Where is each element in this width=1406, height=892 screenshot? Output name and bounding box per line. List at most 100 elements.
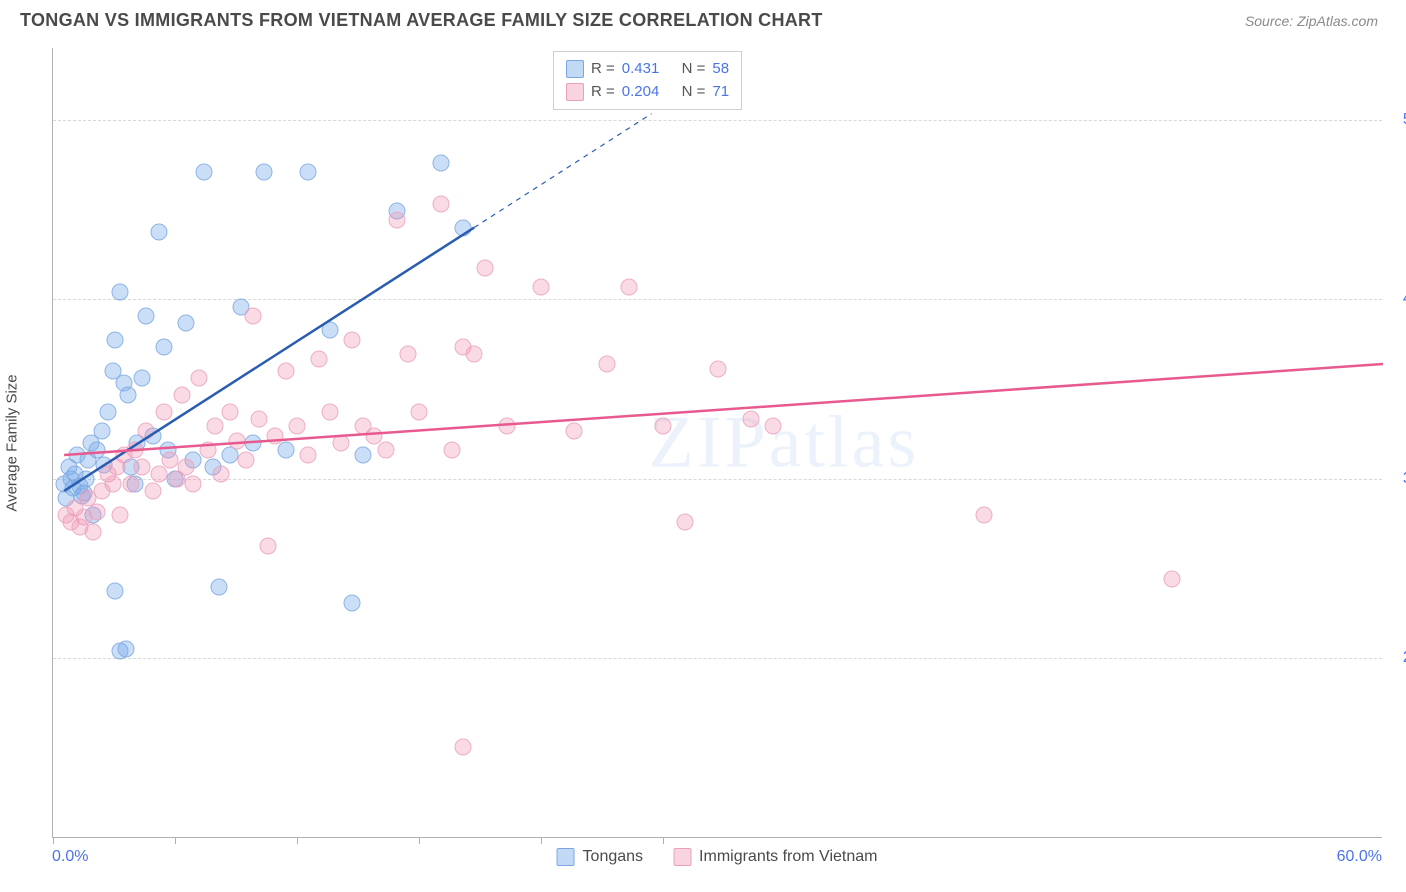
y-tick-label: 4.25	[1388, 290, 1406, 308]
scatter-point	[277, 363, 294, 380]
y-tick-label: 3.50	[1388, 470, 1406, 488]
scatter-point	[151, 466, 168, 483]
scatter-point	[255, 164, 272, 181]
scatter-point	[211, 578, 228, 595]
scatter-point	[466, 346, 483, 363]
scatter-point	[322, 403, 339, 420]
plot-area: ZIPatlas 2.753.504.255.00R = 0.431 N = 5…	[52, 48, 1382, 838]
correlation-box: R = 0.431 N = 58R = 0.204 N = 71	[553, 51, 742, 110]
scatter-point	[111, 506, 128, 523]
scatter-point	[344, 332, 361, 349]
scatter-point	[765, 418, 782, 435]
scatter-point	[78, 470, 95, 487]
scatter-point	[288, 418, 305, 435]
scatter-point	[178, 315, 195, 332]
series-swatch	[673, 848, 691, 866]
scatter-point	[155, 403, 172, 420]
scatter-point	[107, 583, 124, 600]
scatter-point	[260, 537, 277, 554]
scatter-point	[120, 387, 137, 404]
chart-title: TONGAN VS IMMIGRANTS FROM VIETNAM AVERAG…	[20, 10, 823, 31]
scatter-point	[195, 164, 212, 181]
x-axis-min-label: 0.0%	[52, 848, 88, 866]
scatter-point	[299, 164, 316, 181]
scatter-point	[344, 595, 361, 612]
chart-source: Source: ZipAtlas.com	[1245, 13, 1378, 29]
scatter-point	[144, 482, 161, 499]
scatter-point	[499, 418, 516, 435]
scatter-point	[104, 475, 121, 492]
scatter-point	[532, 279, 549, 296]
scatter-point	[399, 346, 416, 363]
x-axis-max-label: 60.0%	[1337, 848, 1382, 866]
correlation-row: R = 0.204 N = 71	[566, 80, 729, 103]
chart-container: ZIPatlas 2.753.504.255.00R = 0.431 N = 5…	[52, 48, 1382, 838]
scatter-point	[191, 370, 208, 387]
scatter-point	[111, 284, 128, 301]
x-tick	[419, 837, 420, 844]
x-tick	[663, 837, 664, 844]
watermark: ZIPatlas	[649, 400, 920, 485]
scatter-point	[200, 442, 217, 459]
scatter-point	[244, 308, 261, 325]
scatter-point	[444, 442, 461, 459]
scatter-point	[213, 466, 230, 483]
scatter-point	[151, 224, 168, 241]
scatter-point	[410, 403, 427, 420]
scatter-point	[138, 308, 155, 325]
scatter-point	[162, 451, 179, 468]
scatter-point	[127, 442, 144, 459]
scatter-point	[222, 403, 239, 420]
scatter-point	[184, 475, 201, 492]
scatter-point	[107, 332, 124, 349]
scatter-point	[455, 219, 472, 236]
gridline	[53, 120, 1382, 121]
scatter-point	[565, 423, 582, 440]
scatter-point	[251, 411, 268, 428]
scatter-point	[432, 154, 449, 171]
scatter-point	[621, 279, 638, 296]
scatter-point	[178, 458, 195, 475]
legend-label: Immigrants from Vietnam	[699, 848, 877, 866]
scatter-point	[93, 423, 110, 440]
scatter-point	[89, 504, 106, 521]
gridline	[53, 658, 1382, 659]
scatter-point	[976, 506, 993, 523]
x-tick	[541, 837, 542, 844]
legend-item: Tongans	[557, 848, 644, 866]
x-tick	[53, 837, 54, 844]
scatter-point	[206, 418, 223, 435]
scatter-point	[388, 212, 405, 229]
gridline	[53, 479, 1382, 480]
scatter-point	[311, 351, 328, 368]
scatter-point	[244, 435, 261, 452]
scatter-point	[237, 451, 254, 468]
scatter-point	[118, 640, 135, 657]
legend-label: Tongans	[583, 848, 644, 866]
x-tick	[297, 837, 298, 844]
scatter-point	[676, 514, 693, 531]
scatter-point	[710, 360, 727, 377]
scatter-point	[455, 739, 472, 756]
correlation-row: R = 0.431 N = 58	[566, 57, 729, 80]
x-tick	[175, 837, 176, 844]
scatter-point	[122, 475, 139, 492]
scatter-point	[743, 411, 760, 428]
scatter-point	[266, 427, 283, 444]
scatter-point	[1164, 571, 1181, 588]
scatter-point	[84, 523, 101, 540]
scatter-point	[133, 370, 150, 387]
y-tick-label: 2.75	[1388, 649, 1406, 667]
scatter-point	[477, 260, 494, 277]
scatter-point	[654, 418, 671, 435]
series-swatch	[557, 848, 575, 866]
scatter-point	[100, 403, 117, 420]
scatter-point	[333, 435, 350, 452]
series-swatch	[566, 60, 584, 78]
scatter-point	[155, 339, 172, 356]
y-tick-label: 5.00	[1388, 111, 1406, 129]
scatter-point	[432, 195, 449, 212]
bottom-legend: Tongans Immigrants from Vietnam	[557, 848, 878, 866]
series-swatch	[566, 83, 584, 101]
scatter-point	[133, 458, 150, 475]
